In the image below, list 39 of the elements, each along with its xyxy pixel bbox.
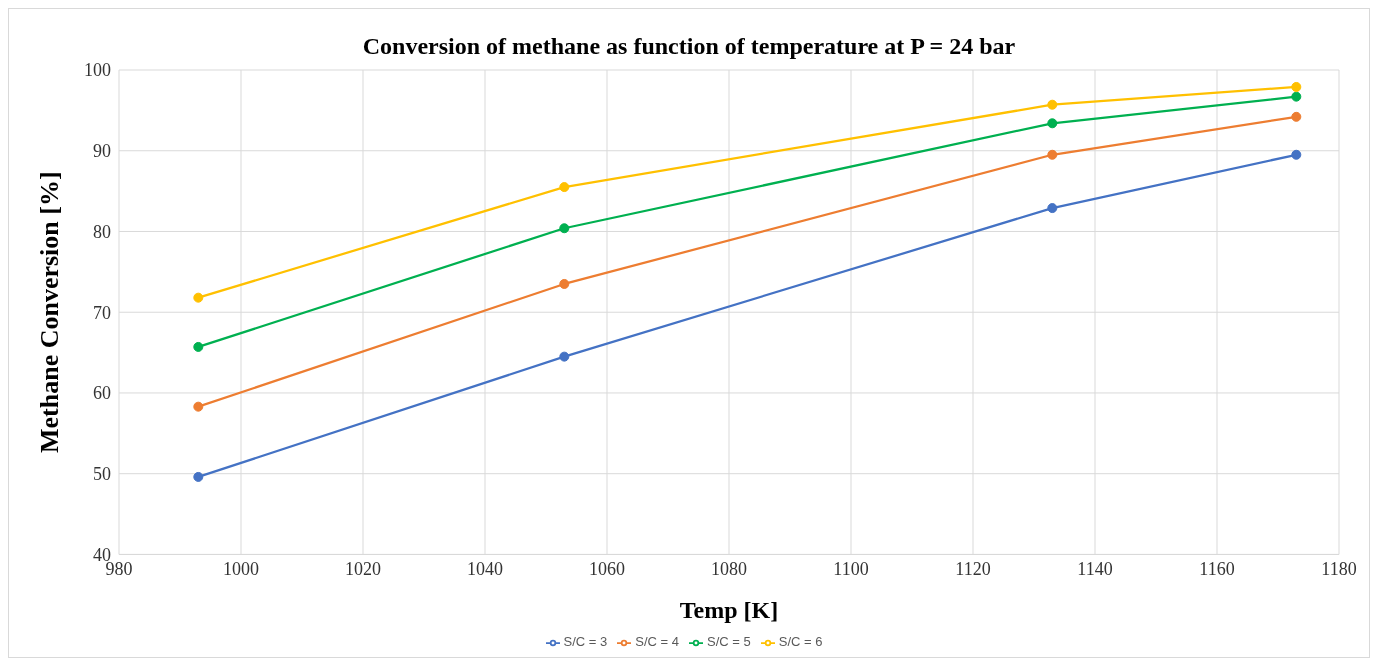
point [1047, 99, 1058, 110]
chart-title: Conversion of methane as function of temperature at P = 24 bar [361, 33, 1017, 60]
legend-label: S/C = 3 [563, 634, 608, 650]
x-tick-label: 1120 [955, 559, 991, 580]
y-tick-label: 100 [84, 60, 111, 81]
point [1291, 111, 1302, 122]
x-tick-label: 1180 [1321, 559, 1357, 580]
point [193, 401, 204, 412]
point [559, 351, 570, 362]
y-tick-label: 50 [93, 464, 111, 485]
point [1047, 118, 1058, 129]
y-tick-label: 80 [93, 221, 111, 242]
x-tick-label: 1160 [1199, 559, 1235, 580]
x-tick-label: 1140 [1077, 559, 1113, 580]
y-axis-title: Methane Conversion [%] [35, 171, 65, 454]
x-tick-label: 1060 [589, 559, 625, 580]
point [559, 182, 570, 193]
point [1291, 91, 1302, 102]
x-axis-title: Temp [K] [679, 597, 779, 624]
point [193, 471, 204, 482]
x-tick-label: 1020 [345, 559, 381, 580]
point [1047, 203, 1058, 214]
point [559, 278, 570, 289]
point [559, 223, 570, 234]
legend-label: S/C = 4 [635, 634, 679, 650]
x-tick-label: 1040 [467, 559, 503, 580]
y-tick-label: 90 [93, 141, 111, 162]
point [193, 341, 204, 352]
y-tick-label: 70 [93, 302, 111, 323]
point [193, 292, 204, 303]
y-tick-label: 60 [93, 383, 111, 404]
point [1291, 149, 1302, 160]
point [1047, 149, 1058, 160]
x-tick-label: 1080 [711, 559, 747, 580]
legend-label: S/C = 5 [707, 634, 751, 650]
x-tick-label: 1100 [833, 559, 869, 580]
point [1291, 81, 1302, 92]
x-tick-label: 1000 [223, 559, 259, 580]
legend-label: S/C = 6 [778, 634, 823, 650]
